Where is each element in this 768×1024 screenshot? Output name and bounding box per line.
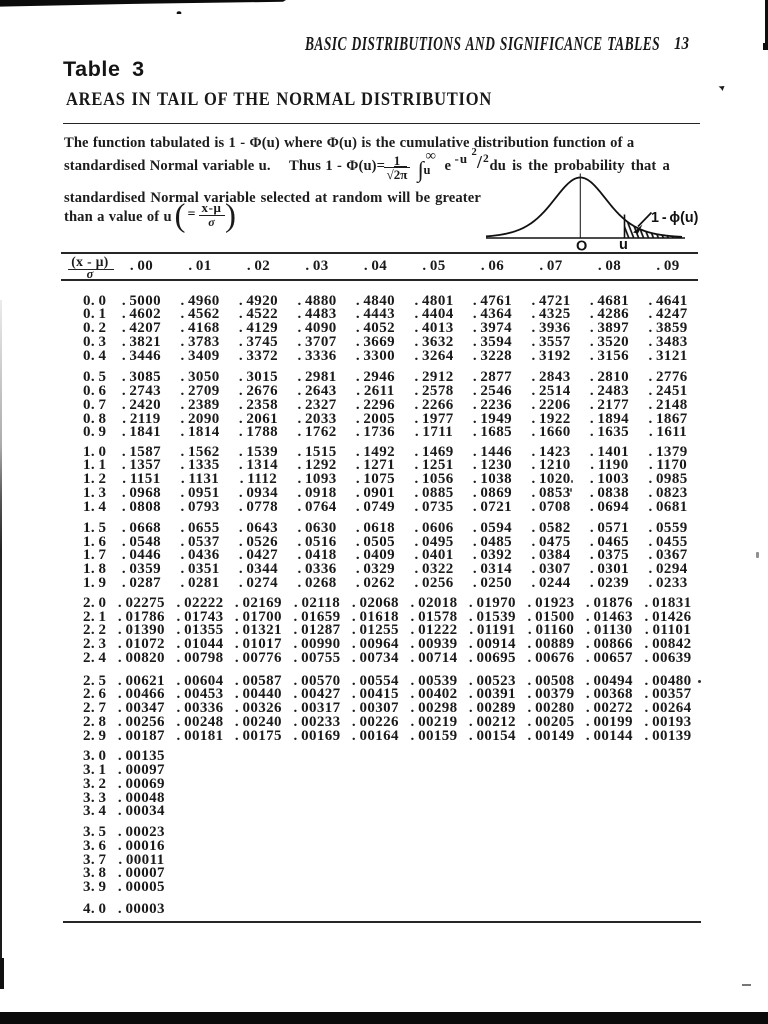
svg-text:1 - ϕ(u): 1 - ϕ(u) [651,210,699,226]
svg-text:u: u [619,237,628,253]
svg-text:O: O [576,239,587,255]
